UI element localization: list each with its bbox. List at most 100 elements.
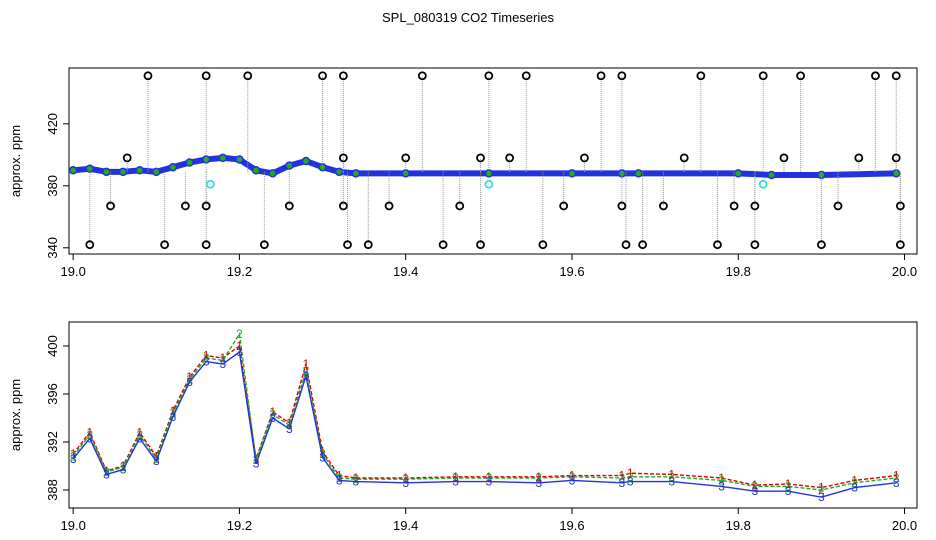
data-point-label-2: 2	[619, 471, 626, 485]
data-point-label-3: 3	[286, 422, 293, 436]
data-point-label-2: 2	[569, 470, 576, 484]
data-point-label-3: 3	[818, 490, 825, 504]
data-point-label-2: 2	[286, 418, 293, 432]
data-point-label-1: 1	[785, 477, 792, 491]
top-panel: approx. ppm 19.0 19.2 19.4 19.6 19.8 20.0 340 3…	[8, 67, 918, 279]
data-point-label-2: 2	[170, 406, 177, 420]
data-point-outliers-low	[343, 240, 352, 250]
data-point-cyan-points	[205, 179, 215, 189]
data-point-label-3: 3	[627, 475, 634, 489]
x-tick-label: 19.4	[393, 518, 418, 533]
y-tick-label: 396	[45, 383, 60, 405]
data-point-outliers-low	[895, 240, 905, 250]
data-point-label-2: 2	[668, 470, 675, 484]
data-point-outliers-upper	[401, 153, 411, 163]
data-point-label-3: 3	[336, 473, 343, 487]
data-point-label-1: 1	[219, 351, 226, 365]
data-point-main	[168, 162, 178, 172]
data-point-outliers-high	[758, 71, 768, 81]
data-point-label-2: 2	[818, 483, 825, 497]
data-point-outliers-low	[201, 240, 211, 250]
data-point-label-3: 3	[219, 357, 226, 371]
data-point-label-2: 2	[70, 449, 77, 463]
data-point-label-2: 2	[718, 473, 725, 487]
data-point-label-2: 2	[627, 470, 634, 484]
data-point-label-2: 2	[893, 471, 900, 485]
data-point-outliers-mid	[729, 201, 739, 211]
y-tick-label: 400	[45, 335, 60, 357]
data-point-label-3: 3	[120, 463, 127, 477]
x-tick-label: 19.6	[559, 264, 584, 279]
data-point-main	[135, 166, 144, 175]
data-point-label-1: 1	[668, 467, 675, 481]
data-point-label-1: 1	[136, 425, 143, 439]
data-point-outliers-low	[638, 240, 648, 250]
data-point-outliers-mid	[201, 201, 211, 211]
data-point-main	[118, 167, 128, 177]
data-point-label-2: 2	[136, 428, 143, 442]
data-point-label-1: 1	[303, 357, 310, 371]
data-point-outliers-high	[243, 71, 253, 81]
data-point-outliers-upper	[891, 153, 901, 163]
data-point-outliers-low	[750, 240, 760, 250]
data-point-label-1: 1	[569, 469, 576, 483]
data-point-label-2: 2	[752, 479, 759, 493]
data-point-label-2: 2	[120, 460, 127, 474]
data-point-label-2: 2	[269, 407, 276, 421]
data-point-label-1: 1	[752, 478, 759, 492]
data-point-label-2: 2	[452, 471, 459, 485]
data-point-main	[301, 156, 311, 166]
data-point-main	[567, 169, 577, 178]
data-point-label-3: 3	[236, 345, 243, 359]
x-tick-label: 20.0	[892, 518, 917, 533]
data-point-label-3: 3	[103, 467, 110, 481]
data-point-outliers-upper	[679, 153, 689, 163]
y-tick-label: 380	[45, 175, 60, 197]
data-point-label-3: 3	[785, 484, 792, 498]
data-point-outliers-mid	[750, 201, 760, 211]
data-point-label-2: 2	[535, 471, 542, 485]
data-point-main	[268, 169, 277, 178]
data-point-outliers-low	[538, 240, 548, 250]
data-point-outliers-upper	[122, 153, 132, 163]
data-point-main	[68, 166, 78, 175]
data-point-label-1: 1	[535, 470, 542, 484]
y-tick-label: 388	[45, 479, 60, 501]
data-point-label-3: 3	[153, 454, 160, 468]
data-point-outliers-high	[891, 71, 901, 81]
data-point-label-3: 3	[851, 481, 858, 495]
data-point-label-3: 3	[86, 431, 93, 445]
data-point-label-2: 2	[352, 472, 359, 486]
y-tick-label: 420	[45, 113, 60, 135]
bottom-plot-frame	[68, 321, 918, 509]
data-point-label-3: 3	[718, 479, 725, 493]
data-point-outliers-low	[259, 240, 269, 250]
data-point-label-1: 1	[86, 425, 93, 439]
top-y-axis-label: approx. ppm	[8, 125, 23, 197]
data-point-label-2: 2	[203, 351, 210, 365]
data-point-outliers-high	[521, 71, 531, 81]
data-point-label-3: 3	[893, 476, 900, 490]
data-point-main	[152, 167, 161, 177]
data-point-label-1: 1	[818, 481, 825, 495]
data-point-outliers-upper	[505, 153, 515, 163]
x-tick-label: 19.0	[61, 264, 86, 279]
data-point-label-3: 3	[186, 375, 193, 389]
data-point-outliers-upper	[338, 153, 348, 163]
data-point-label-3: 3	[619, 476, 626, 490]
data-point-label-2: 2	[319, 447, 326, 461]
data-point-label-1: 1	[485, 470, 492, 484]
data-point-main	[734, 169, 743, 178]
x-tick-label: 19.2	[227, 264, 252, 279]
data-point-label-3: 3	[303, 369, 310, 383]
data-point-outliers-high	[318, 71, 327, 81]
data-point-outliers-mid	[284, 201, 294, 211]
data-point-label-3: 3	[136, 431, 143, 445]
data-point-label-1: 1	[627, 466, 634, 480]
data-point-outliers-low	[438, 240, 448, 250]
data-point-outliers-upper	[476, 153, 485, 163]
data-point-main	[617, 169, 627, 178]
data-point-label-3: 3	[170, 410, 177, 424]
data-point-label-3: 3	[70, 452, 77, 466]
bottom-panel: approx. ppm 19.0 19.2 19.4 19.6 19.8 20.0 388 3…	[8, 321, 918, 533]
